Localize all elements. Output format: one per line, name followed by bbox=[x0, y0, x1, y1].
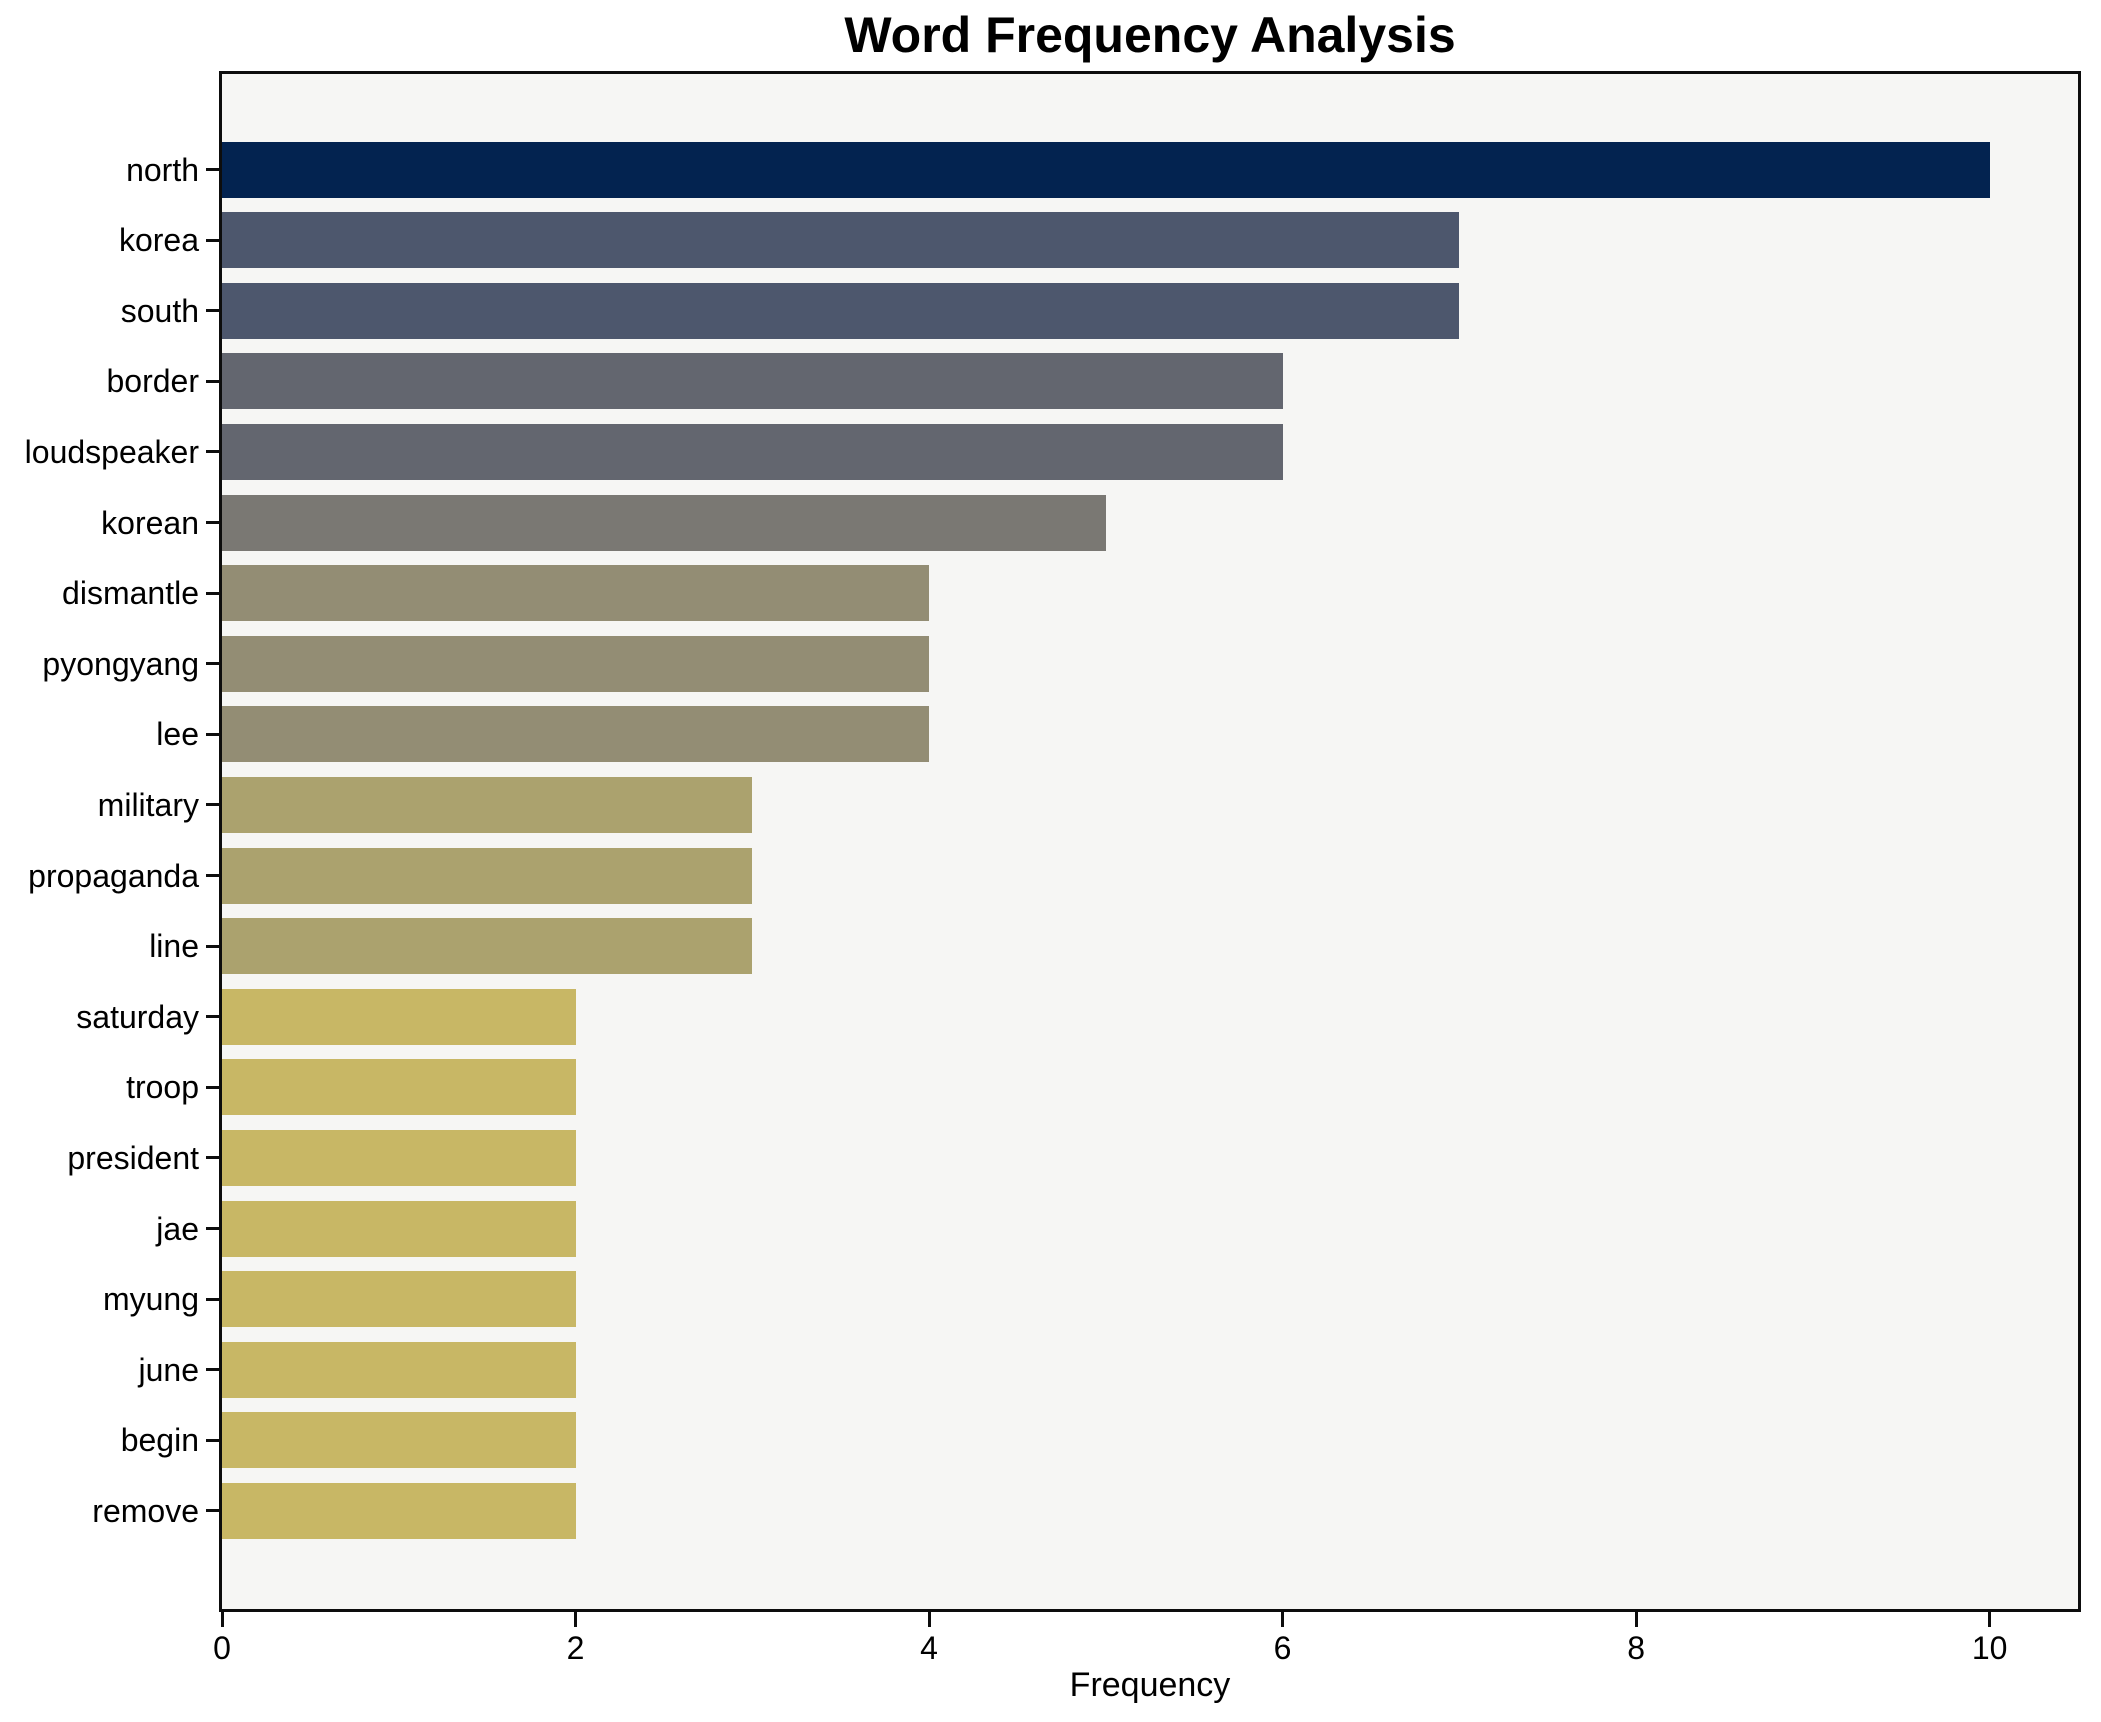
x-tick-mark bbox=[220, 1612, 224, 1627]
y-tick-label-line: line bbox=[149, 928, 199, 965]
y-tick-mark bbox=[206, 238, 219, 242]
y-tick-label-jae: jae bbox=[156, 1210, 199, 1247]
bar-remove bbox=[222, 1482, 576, 1539]
bar-border bbox=[222, 353, 1283, 410]
chart-title: Word Frequency Analysis bbox=[844, 7, 1456, 63]
bar-korea bbox=[222, 212, 1460, 269]
bar-troop bbox=[222, 1059, 576, 1116]
y-tick-mark bbox=[206, 732, 219, 736]
y-tick-label-military: military bbox=[97, 786, 199, 823]
y-tick-mark bbox=[206, 662, 219, 666]
x-tick-label-4: 4 bbox=[920, 1630, 938, 1666]
y-tick-label-pyongyang: pyongyang bbox=[42, 645, 199, 682]
y-tick-mark bbox=[206, 591, 219, 595]
plot-area bbox=[219, 71, 2081, 1612]
y-tick-mark bbox=[206, 309, 219, 313]
y-tick-mark bbox=[206, 1509, 219, 1513]
y-tick-label-president: president bbox=[67, 1139, 199, 1176]
y-tick-mark bbox=[206, 1227, 219, 1230]
bar-military bbox=[222, 776, 753, 833]
y-tick-label-north: north bbox=[126, 151, 199, 188]
bar-korean bbox=[222, 494, 1106, 551]
y-tick-label-korean: korean bbox=[101, 504, 199, 541]
x-tick-mark bbox=[1634, 1612, 1638, 1627]
y-tick-label-troop: troop bbox=[126, 1069, 199, 1106]
bar-saturday bbox=[222, 988, 576, 1045]
y-tick-label-propaganda: propaganda bbox=[28, 857, 199, 894]
y-tick-mark bbox=[206, 450, 219, 454]
x-tick-label-10: 10 bbox=[1971, 1630, 2008, 1666]
bar-june bbox=[222, 1341, 576, 1398]
y-tick-label-saturday: saturday bbox=[76, 998, 199, 1035]
bar-propaganda bbox=[222, 847, 753, 904]
y-tick-label-dismantle: dismantle bbox=[62, 575, 199, 612]
bar-president bbox=[222, 1129, 576, 1186]
y-tick-mark bbox=[206, 379, 219, 383]
bar-dismantle bbox=[222, 565, 930, 622]
bar-south bbox=[222, 282, 1460, 339]
y-tick-label-korea: korea bbox=[118, 222, 199, 259]
bar-north bbox=[222, 141, 1990, 198]
y-tick-mark bbox=[206, 944, 219, 948]
bar-line bbox=[222, 918, 753, 975]
y-tick-label-june: june bbox=[138, 1351, 200, 1388]
y-tick-label-border: border bbox=[106, 363, 200, 400]
y-tick-label-remove: remove bbox=[92, 1492, 199, 1529]
x-tick-label-6: 6 bbox=[1273, 1630, 1292, 1666]
y-tick-mark bbox=[206, 1438, 219, 1442]
x-tick-label-8: 8 bbox=[1627, 1630, 1645, 1666]
y-tick-label-lee: lee bbox=[156, 716, 199, 753]
x-axis-label: Frequency bbox=[1069, 1666, 1231, 1704]
y-tick-mark bbox=[206, 1156, 219, 1160]
y-tick-mark bbox=[206, 1368, 219, 1372]
y-tick-mark bbox=[206, 521, 219, 524]
bar-lee bbox=[222, 706, 930, 763]
bar-pyongyang bbox=[222, 635, 930, 692]
x-tick-mark bbox=[1988, 1612, 1992, 1627]
y-tick-mark bbox=[206, 874, 219, 877]
x-tick-mark bbox=[574, 1612, 578, 1627]
y-tick-mark bbox=[206, 1015, 219, 1019]
bar-myung bbox=[222, 1271, 576, 1328]
y-tick-mark bbox=[206, 803, 219, 807]
y-tick-mark bbox=[206, 1085, 219, 1089]
y-tick-label-myung: myung bbox=[102, 1281, 199, 1318]
y-tick-label-south: south bbox=[120, 292, 199, 329]
x-tick-mark bbox=[927, 1612, 931, 1627]
bar-jae bbox=[222, 1200, 576, 1257]
x-tick-mark bbox=[1281, 1612, 1285, 1627]
x-tick-label-0: 0 bbox=[213, 1630, 231, 1666]
y-tick-label-begin: begin bbox=[120, 1422, 199, 1459]
bar-begin bbox=[222, 1412, 576, 1469]
y-tick-mark bbox=[206, 168, 219, 171]
bar-loudspeaker bbox=[222, 423, 1283, 480]
x-tick-label-2: 2 bbox=[566, 1630, 585, 1666]
y-tick-mark bbox=[206, 1297, 219, 1301]
y-tick-label-loudspeaker: loudspeaker bbox=[24, 433, 199, 470]
